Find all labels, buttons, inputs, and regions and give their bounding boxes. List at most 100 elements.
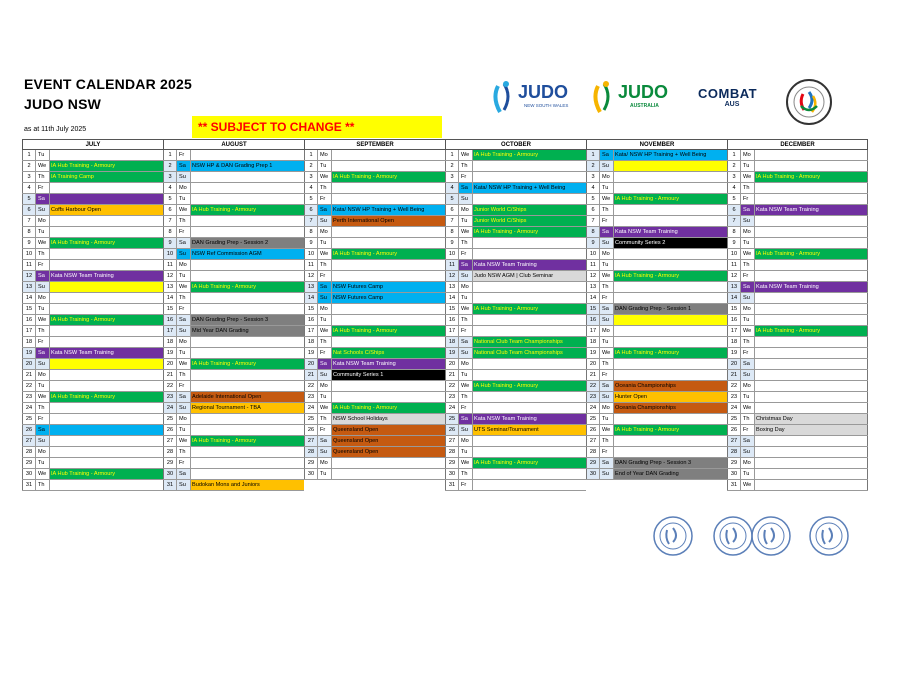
- day-number: 31: [727, 480, 741, 490]
- day-number: 2: [22, 161, 36, 171]
- weekday: Th: [36, 480, 50, 490]
- day-number: 26: [22, 425, 36, 435]
- day-number: 27: [727, 436, 741, 446]
- day-number: 26: [727, 425, 741, 435]
- day-row: 14 Th: [163, 293, 304, 304]
- day-number: 24: [727, 403, 741, 413]
- day-number: 25: [727, 414, 741, 424]
- day-row: 14 Su: [727, 293, 868, 304]
- weekday: Mo: [600, 249, 614, 259]
- event-cell: [332, 227, 445, 237]
- day-row: 18 Sa National Club Team Championships: [445, 337, 586, 348]
- day-row: 8 Tu: [22, 227, 163, 238]
- weekday: Mo: [459, 359, 473, 369]
- day-number: 27: [22, 436, 36, 446]
- day-number: 8: [727, 227, 741, 237]
- day-number: 20: [727, 359, 741, 369]
- weekday: Th: [600, 359, 614, 369]
- weekday: Sa: [600, 304, 614, 314]
- event-cell: Queensland Open: [332, 436, 445, 446]
- event-cell: [50, 403, 163, 413]
- weekday: Fr: [600, 216, 614, 226]
- event-cell: [50, 436, 163, 446]
- weekday: Fr: [318, 425, 332, 435]
- weekday: Sa: [459, 337, 473, 347]
- weekday: Tu: [36, 458, 50, 468]
- weekday: Tu: [459, 447, 473, 457]
- event-cell: [332, 161, 445, 171]
- day-row: 25 Fr: [22, 414, 163, 425]
- event-cell: [332, 194, 445, 204]
- event-cell: [191, 260, 304, 270]
- day-row: 1 Mo: [304, 150, 445, 161]
- day-row: 13 Su: [22, 282, 163, 293]
- weekday: We: [459, 304, 473, 314]
- day-number: 21: [163, 370, 177, 380]
- day-row: 2 Su: [586, 161, 727, 172]
- day-number: 2: [163, 161, 177, 171]
- day-row: 29 Fr: [163, 458, 304, 469]
- weekday: Su: [177, 249, 191, 259]
- weekday: Sa: [36, 194, 50, 204]
- weekday: Tu: [318, 161, 332, 171]
- event-cell: [755, 458, 868, 468]
- weekday: Tu: [36, 304, 50, 314]
- event-cell: [755, 348, 868, 358]
- day-row: 12 Fr: [727, 271, 868, 282]
- day-number: 3: [304, 172, 318, 182]
- month-column-december: DECEMBER 1 Mo 2 Tu 3 We IA Hub Training - Armou…: [727, 139, 868, 491]
- event-cell: [191, 469, 304, 479]
- day-number: 19: [727, 348, 741, 358]
- day-number: 13: [445, 282, 459, 292]
- weekday: Fr: [459, 172, 473, 182]
- day-row: 1 Mo: [727, 150, 868, 161]
- event-cell: [473, 436, 586, 446]
- weekday: Sa: [177, 315, 191, 325]
- day-number: 12: [586, 271, 600, 281]
- day-number: 14: [727, 293, 741, 303]
- weekday: Th: [459, 315, 473, 325]
- month-column-october: OCTOBER 1 We IA Hub Training - Armoury 2 Th 3 F…: [445, 139, 586, 491]
- day-number: 1: [586, 150, 600, 160]
- day-number: 6: [445, 205, 459, 215]
- day-row: 18 Th: [304, 337, 445, 348]
- month-header: SEPTEMBER: [304, 139, 445, 150]
- event-cell: [614, 205, 727, 215]
- event-cell: [332, 469, 445, 479]
- event-cell: [473, 315, 586, 325]
- weekday: Su: [741, 370, 755, 380]
- weekday: Fr: [600, 447, 614, 457]
- weekday: Su: [600, 469, 614, 479]
- day-number: 22: [727, 381, 741, 391]
- event-cell: [755, 315, 868, 325]
- day-number: 25: [586, 414, 600, 424]
- weekday: Mo: [741, 458, 755, 468]
- day-number: 30: [163, 469, 177, 479]
- day-number: 5: [163, 194, 177, 204]
- day-row: 30 Sa: [163, 469, 304, 480]
- event-cell: Kata NSW Team Training: [755, 205, 868, 215]
- day-number: 27: [304, 436, 318, 446]
- day-number: 26: [445, 425, 459, 435]
- day-number: 10: [445, 249, 459, 259]
- weekday: Sa: [459, 414, 473, 424]
- event-cell: [191, 425, 304, 435]
- weekday: We: [741, 172, 755, 182]
- weekday: Th: [600, 282, 614, 292]
- day-number: 13: [586, 282, 600, 292]
- day-number: 4: [727, 183, 741, 193]
- day-row: 11 Fr: [22, 260, 163, 271]
- event-cell: [473, 194, 586, 204]
- day-row: 27 We IA Hub Training - Armoury: [163, 436, 304, 447]
- event-cell: [473, 249, 586, 259]
- day-row: 20 Sa: [727, 359, 868, 370]
- event-cell: [191, 150, 304, 160]
- weekday: Th: [318, 337, 332, 347]
- weekday: Fr: [177, 150, 191, 160]
- event-cell: IA Hub Training - Armoury: [191, 282, 304, 292]
- event-cell: Adelaide International Open: [191, 392, 304, 402]
- weekday: Tu: [36, 381, 50, 391]
- weekday: Su: [741, 216, 755, 226]
- weekday: Th: [459, 161, 473, 171]
- day-number: 17: [445, 326, 459, 336]
